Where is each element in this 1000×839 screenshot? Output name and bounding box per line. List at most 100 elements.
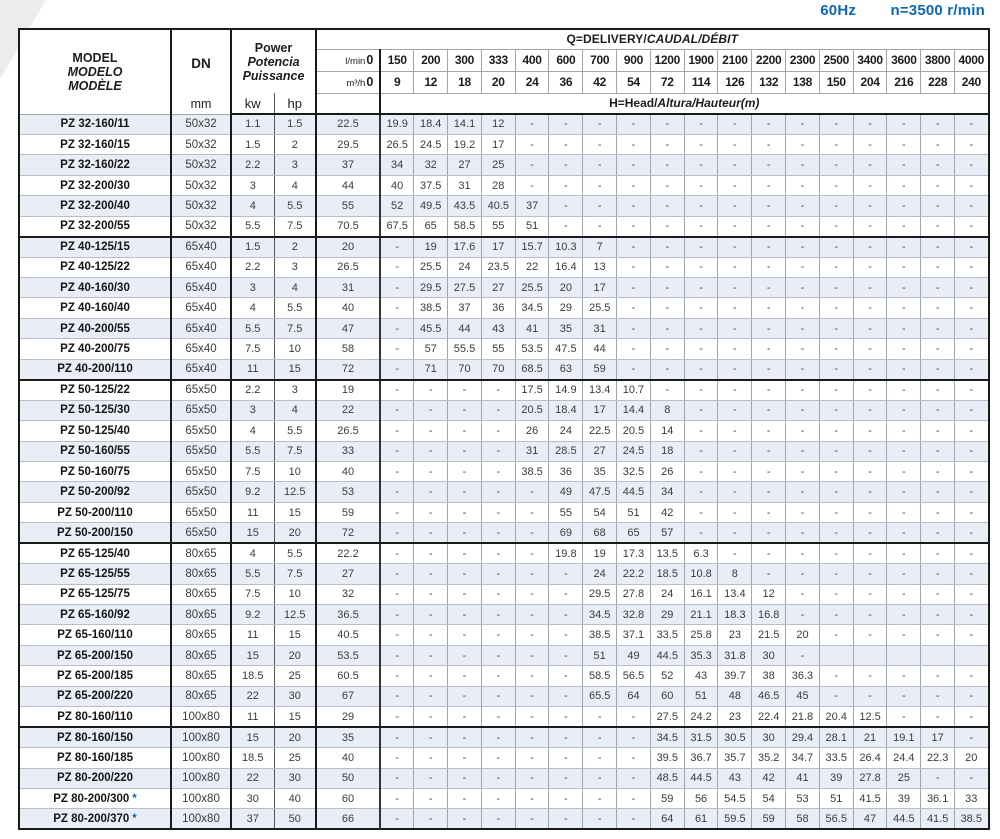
- head-value-cell: -: [785, 318, 820, 340]
- operating-conditions: 60Hz n=3500 r/min: [790, 2, 985, 19]
- head-value-cell: -: [717, 175, 753, 197]
- flow-lmin-header-600: 600: [548, 48, 584, 72]
- model-cell: PZ 32-160/15: [18, 134, 172, 156]
- head-value-cell: -: [480, 624, 516, 646]
- head-value-cell: -: [954, 441, 990, 462]
- head-value-cell: 56: [683, 788, 719, 810]
- dn-cell: 50x32: [170, 175, 232, 197]
- head-value-cell: -: [480, 543, 516, 565]
- head-value-cell: -: [548, 788, 584, 810]
- head-value-cell: -: [717, 114, 753, 135]
- hp-cell: 25: [273, 665, 317, 687]
- head-value-cell: 24: [447, 257, 482, 279]
- hp-cell: 30: [273, 686, 317, 708]
- head-value-cell: -: [954, 665, 990, 687]
- head-value-cell: -: [717, 359, 753, 381]
- head-value-cell: 24.5: [413, 134, 449, 156]
- head-value-cell: 36.5: [315, 604, 381, 626]
- head-value-cell: -: [379, 461, 415, 483]
- table-row: PZ 50-160/75 65x50 7.5 10 40- - - -38.5 36 35 32.5…: [18, 461, 990, 483]
- head-value-cell: 55.5: [447, 338, 482, 360]
- head-value-cell: -: [920, 624, 956, 646]
- head-value-cell: -: [717, 522, 753, 545]
- head-value-cell: -: [379, 481, 415, 503]
- table-row: PZ 32-200/30 50x32 3 4 44 40 37.5 31 28- - - - - - - - -…: [18, 175, 990, 197]
- head-value-cell: -: [852, 502, 888, 524]
- head-value-cell: -: [548, 134, 584, 156]
- model-cell: PZ 65-125/75: [18, 584, 172, 606]
- head-value-cell: 24: [548, 420, 584, 442]
- head-value-cell: 54: [751, 788, 787, 810]
- kw-cell: 5.5: [230, 216, 275, 238]
- head-value-cell: 19: [582, 543, 618, 565]
- model-cell: PZ 80-200/300 *: [18, 788, 172, 810]
- model-cell: PZ 65-200/220: [18, 686, 172, 708]
- head-value-cell: -: [413, 788, 449, 810]
- head-value-cell: -: [886, 154, 922, 176]
- head-value-cell: 30.5: [717, 727, 753, 749]
- kw-cell: 4: [230, 297, 275, 319]
- head-value-cell: -: [447, 645, 482, 667]
- head-value-cell: 13.4: [717, 584, 753, 606]
- head-value-cell: -: [582, 727, 618, 749]
- flow-m3h-header-20: 20: [480, 70, 516, 94]
- head-value-cell: 22: [315, 400, 381, 422]
- head-value-cell: -: [920, 134, 956, 156]
- head-value-cell: -: [514, 604, 550, 626]
- head-value-cell: 44: [315, 175, 381, 197]
- head-value-cell: 35.7: [717, 747, 753, 769]
- head-value-cell: -: [379, 624, 415, 646]
- head-value-cell: 34: [649, 481, 685, 503]
- head-value-cell: -: [683, 175, 719, 197]
- head-value-cell: 31.8: [717, 645, 753, 667]
- head-value-cell: 59.5: [717, 808, 753, 830]
- head-value-cell: -: [920, 195, 956, 217]
- head-value-cell: -: [785, 114, 820, 135]
- head-value-cell: 19.2: [447, 134, 482, 156]
- hp-cell: 5.5: [273, 420, 317, 442]
- head-value-cell: 28.1: [818, 727, 854, 749]
- head-value-cell: 17: [480, 236, 516, 258]
- head-value-cell: 21.1: [683, 604, 719, 626]
- head-value-cell: -: [954, 686, 990, 708]
- m3h-unit-label: m³/h: [346, 78, 366, 89]
- head-value-cell: -: [818, 461, 854, 483]
- head-value-cell: -: [447, 768, 482, 789]
- head-value-cell: -: [582, 747, 618, 769]
- head-value-cell: -: [683, 502, 719, 524]
- flow-m3h-header-12: 12: [413, 70, 449, 94]
- head-value-cell: -: [447, 604, 482, 626]
- model-cell: PZ 80-160/110: [18, 706, 172, 729]
- head-value-cell: -: [920, 257, 956, 279]
- head-value-cell: -: [447, 461, 482, 483]
- head-value-cell: 42: [649, 502, 685, 524]
- head-value-cell: 13.4: [582, 379, 618, 401]
- model-cell: PZ 80-200/220: [18, 768, 172, 789]
- head-value-cell: -: [751, 441, 787, 462]
- dn-cell: 100x80: [170, 768, 232, 789]
- head-value-cell: -: [920, 768, 956, 789]
- head-value-cell: 16.4: [548, 257, 584, 279]
- head-value-cell: -: [480, 481, 516, 503]
- head-value-cell: -: [480, 604, 516, 626]
- head-value-cell: -: [413, 461, 449, 483]
- head-value-cell: 55: [548, 502, 584, 524]
- head-value-cell: -: [683, 461, 719, 483]
- head-value-cell: 7: [582, 236, 618, 258]
- head-value-cell: 45.5: [413, 318, 449, 340]
- kw-cell: 7.5: [230, 338, 275, 360]
- head-value-cell: 31.5: [683, 727, 719, 749]
- dn-cell: 100x80: [170, 788, 232, 810]
- head-value-cell: -: [785, 338, 820, 360]
- head-value-cell: 23.5: [480, 257, 516, 279]
- model-cell: PZ 32-200/30: [18, 175, 172, 197]
- head-value-cell: -: [447, 808, 482, 830]
- head-value-cell: 33.5: [649, 624, 685, 646]
- head-value-cell: -: [649, 154, 685, 176]
- head-value-cell: -: [886, 584, 922, 606]
- head-value-cell: -: [447, 379, 482, 401]
- head-value-cell: -: [480, 747, 516, 769]
- head-value-cell: -: [751, 297, 787, 319]
- head-value-cell: -: [886, 114, 922, 135]
